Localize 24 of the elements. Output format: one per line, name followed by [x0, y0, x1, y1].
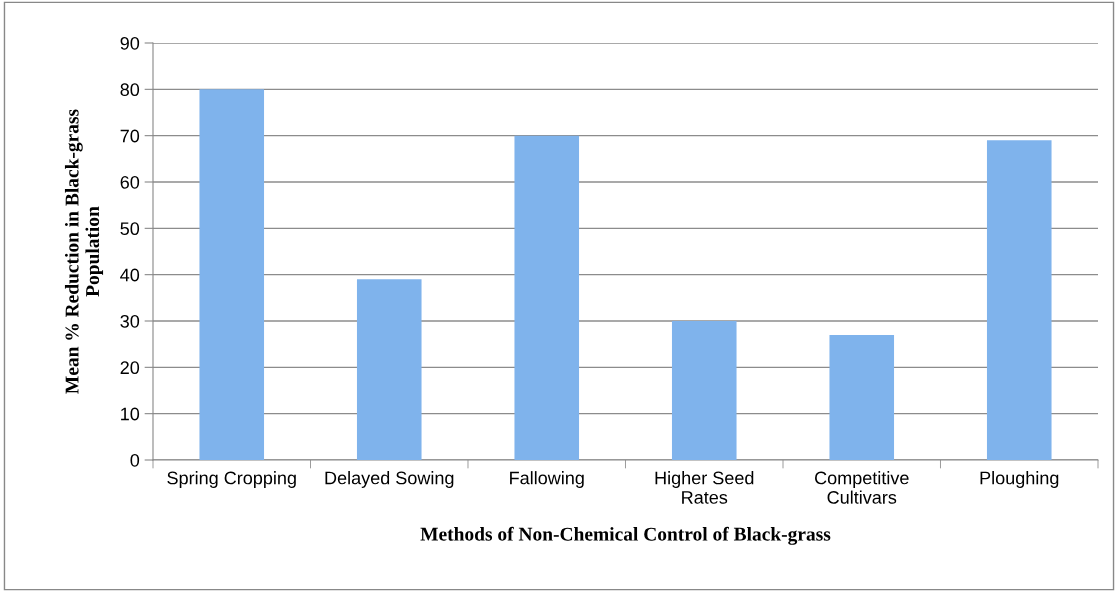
y-tick-label: 90 [120, 36, 140, 50]
y-tick-label: 40 [120, 268, 140, 282]
bar [199, 89, 265, 460]
bar [356, 279, 422, 460]
x-tick-label: Fallowing [510, 471, 584, 488]
x-tick-label: Higher Seed Rates [655, 471, 754, 504]
y-tick-label: 30 [120, 314, 140, 328]
bar [514, 135, 580, 460]
x-axis-title: Methods of Non-Chemical Control of Black-grass [420, 526, 831, 545]
y-tick-label: 0 [130, 453, 140, 467]
x-tick-label: Spring Cropping [167, 471, 296, 488]
y-axis-title: Mean % Reduction in Black-grass Population [64, 109, 104, 394]
y-tick-label: 20 [120, 361, 140, 375]
x-tick-label: Delayed Sowing [325, 471, 454, 488]
bar [986, 140, 1052, 460]
y-tick-label: 70 [120, 129, 140, 143]
y-tick-label: 80 [120, 83, 140, 97]
y-tick-label: 50 [120, 222, 140, 236]
bar [671, 321, 737, 460]
bar [829, 334, 895, 460]
y-tick-label: 60 [120, 175, 140, 189]
x-tick-label: Competitive Cultivars [815, 471, 909, 504]
y-tick-label: 10 [121, 407, 140, 421]
x-tick-label: Ploughing [980, 471, 1059, 488]
